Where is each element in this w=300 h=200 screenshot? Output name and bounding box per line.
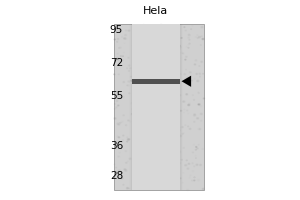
Text: 28: 28	[110, 171, 123, 181]
Text: 72: 72	[110, 58, 123, 68]
Text: 36: 36	[110, 141, 123, 151]
Text: Hela: Hela	[143, 6, 169, 16]
Text: 55: 55	[110, 91, 123, 101]
Text: 95: 95	[110, 25, 123, 35]
